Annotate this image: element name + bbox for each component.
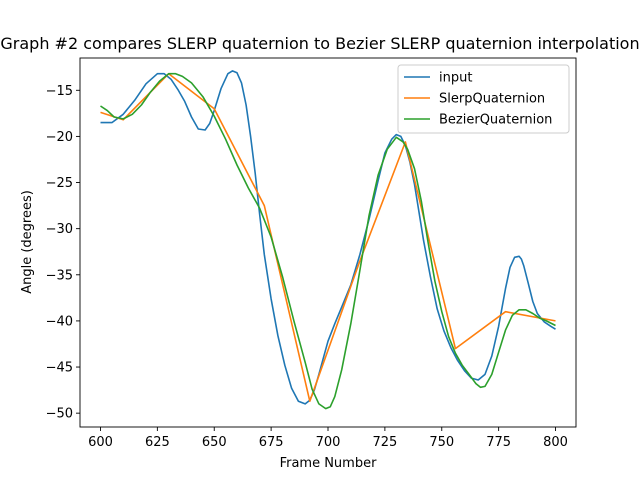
y-tick-label: −20 (46, 130, 73, 145)
axes: 600 625 650 675 700 725 750 775 800 −50 −45 −40 −35 −… (46, 57, 577, 450)
x-axis-label: Frame Number (280, 456, 378, 471)
y-axis-label: Angle (degrees) (20, 190, 35, 294)
y-tick-label: −25 (46, 176, 73, 191)
x-tick-label: 700 (316, 435, 341, 450)
x-tick-label: 775 (486, 435, 511, 450)
y-tick-label: −15 (46, 84, 73, 99)
y-tick-label: −35 (46, 268, 73, 283)
legend-box (397, 64, 570, 134)
x-tick-label: 800 (543, 435, 568, 450)
x-tick-label: 725 (372, 435, 397, 450)
series-line-input (100, 70, 556, 405)
x-tick-label: 625 (145, 435, 170, 450)
x-tick-label: 650 (202, 435, 227, 450)
legend-label-BezierQuaternion: BezierQuaternion (439, 113, 552, 128)
series-line-BezierQuaternion (100, 72, 556, 410)
y-tick-label: −45 (46, 361, 73, 376)
chart-title: Graph #2 compares SLERP quaternion to Be… (0, 34, 639, 53)
plot-area (100, 70, 556, 410)
y-tick-label: −40 (46, 314, 73, 329)
legend-label-input: input (439, 71, 472, 86)
x-tick-label: 675 (259, 435, 284, 450)
y-tick-label: −30 (46, 222, 73, 237)
x-tick-label: 600 (88, 435, 113, 450)
y-tick-label: −50 (46, 407, 73, 422)
x-tick-label: 750 (429, 435, 454, 450)
legend-label-SlerpQuaternion: SlerpQuaternion (439, 92, 545, 107)
legend: input SlerpQuaternion BezierQuaternion (397, 64, 570, 134)
